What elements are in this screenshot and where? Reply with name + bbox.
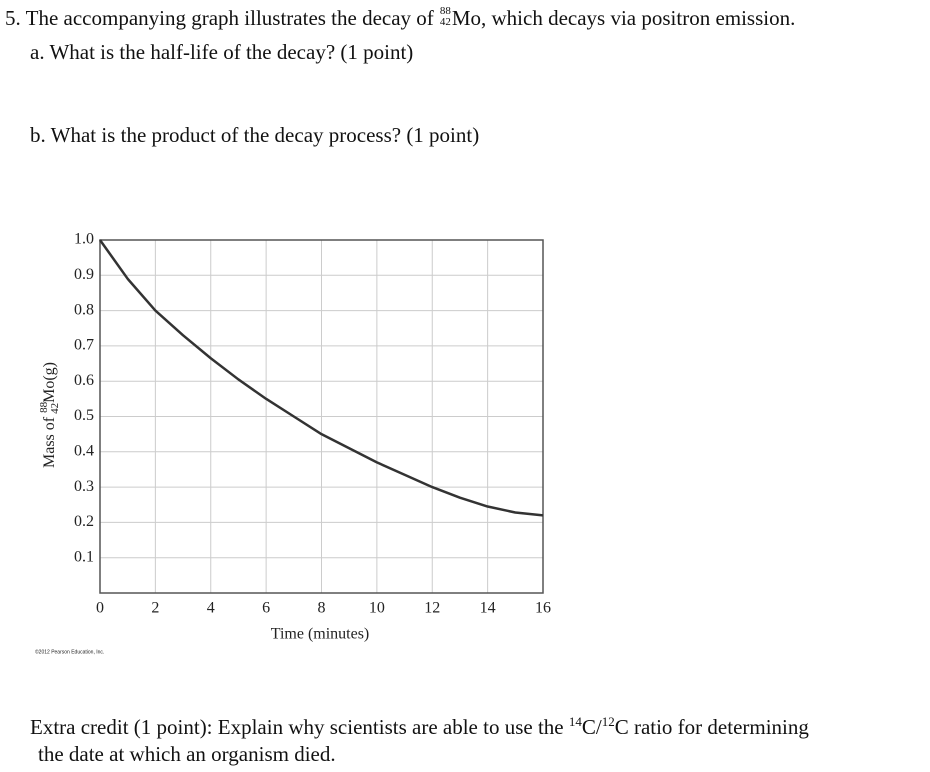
text: C/	[581, 715, 602, 739]
text: Extra credit (1 point): Explain why scie…	[30, 715, 564, 739]
plot-frame	[99, 239, 544, 594]
symbol: Mo	[451, 6, 481, 30]
part-b: b. What is the product of the decay proc…	[30, 123, 480, 147]
y-tick-label: 0.6	[74, 372, 94, 389]
atomic-number: 42	[49, 403, 61, 414]
x-tick-label: 14	[480, 600, 496, 617]
decay-curve	[98, 239, 544, 517]
y-tick-label: 0.4	[74, 442, 94, 459]
superscript: 12	[601, 714, 615, 729]
question-text: 5. The accompanying graph illustrates th…	[5, 6, 434, 30]
x-axis-label: Time (minutes)	[271, 626, 370, 643]
x-tick-label: 6	[262, 600, 270, 617]
mass-number: 88	[439, 5, 451, 18]
symbol: Mo	[41, 381, 58, 403]
x-tick-label: 4	[207, 600, 215, 617]
atomic-number: 42	[439, 16, 451, 29]
x-tick-label: 10	[369, 600, 385, 617]
x-tick-label: 16	[535, 600, 551, 617]
x-tick-label: 0	[96, 600, 104, 617]
question-line: 5. The accompanying graph illustrates th…	[5, 6, 795, 31]
nuclide: 88 42	[440, 6, 451, 28]
question-text: , which decays via positron emission.	[481, 6, 796, 30]
y-tick-label: 1.0	[74, 231, 94, 248]
text: (g)	[41, 362, 58, 381]
y-tick-label: 0.9	[74, 266, 94, 283]
y-tick-label: 0.2	[74, 513, 94, 530]
y-tick-label: 0.5	[74, 407, 94, 424]
extra-credit-line2: the date at which an organism died.	[38, 742, 336, 766]
y-tick-label: 0.7	[74, 337, 94, 354]
y-tick-label: 0.1	[74, 548, 94, 565]
y-axis-label: Mass of 8842Mo(g)	[38, 362, 61, 468]
part-a: a. What is the half-life of the decay? (…	[30, 40, 414, 64]
y-tick-label: 0.8	[74, 301, 94, 318]
superscript: 14	[568, 714, 582, 729]
text: Mass of	[41, 416, 58, 468]
x-tick-label: 8	[318, 600, 326, 617]
x-tick-label: 2	[151, 600, 159, 617]
text: C ratio for determining	[614, 715, 809, 739]
y-tick-label: 0.3	[74, 478, 94, 495]
x-tick-label: 12	[424, 600, 440, 617]
mass-number: 88	[38, 401, 50, 413]
extra-credit: Extra credit (1 point): Explain why scie…	[30, 714, 809, 740]
chart: Time (minutes) Mass of 8842Mo(g) ©2012 P…	[35, 231, 551, 656]
copyright: ©2012 Pearson Education, Inc.	[35, 648, 104, 655]
